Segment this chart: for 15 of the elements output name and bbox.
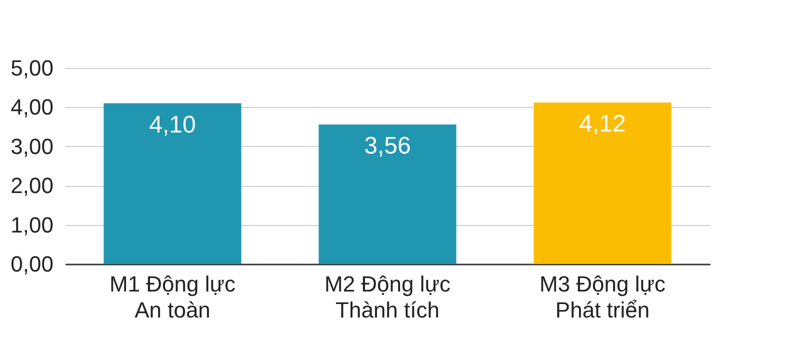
y-tick-label: 4,00 <box>10 94 54 120</box>
data-label: 4,12 <box>579 110 626 138</box>
y-tick-label: 5,00 <box>10 56 54 80</box>
y-tick-label: 3,00 <box>10 134 54 159</box>
y-tick-label: 2,00 <box>10 173 54 198</box>
data-label: 3,56 <box>364 132 411 160</box>
bar <box>534 102 672 264</box>
bar <box>104 103 242 264</box>
x-tick-label: M1 Động lực An toàn <box>110 272 236 322</box>
bar <box>318 124 456 264</box>
y-tick-label: 1,00 <box>10 212 54 238</box>
x-tick-label: M3 Động lực Phát triển <box>540 272 666 322</box>
y-tick-label: 0,00 <box>10 252 54 276</box>
data-label: 4,10 <box>149 111 196 138</box>
x-tick-label: M2 Động lực Thành tích <box>324 272 450 322</box>
